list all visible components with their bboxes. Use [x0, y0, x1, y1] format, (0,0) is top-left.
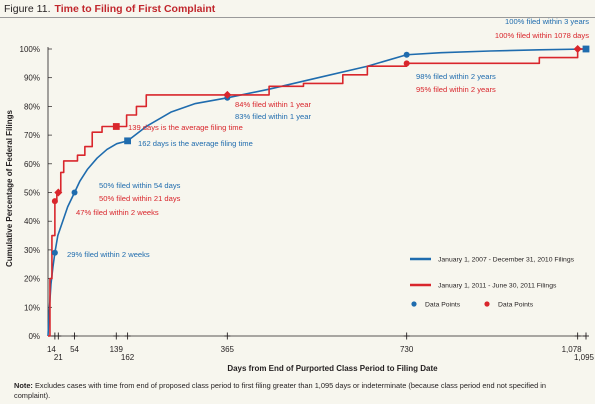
y-tick-label: 90% [24, 74, 40, 83]
title-divider [0, 17, 595, 18]
x-tick-label: 139 [110, 345, 124, 354]
y-tick-label: 50% [24, 189, 40, 198]
x-tick-label: 162 [121, 353, 135, 362]
annotation-label: 50% filed within 21 days [99, 194, 181, 203]
data-point [71, 189, 78, 196]
y-tick-label: 80% [24, 102, 40, 111]
annotation-label: 100% filed within 1078 days [495, 31, 589, 40]
annotations: 100% filed within 3 years 100% filed with… [67, 17, 589, 259]
x-axis-title: Days from End of Purported Class Period … [227, 364, 438, 373]
y-tick-label: 10% [24, 303, 40, 312]
x-tick-label: 14 [47, 345, 56, 354]
x-tick-label: 1,078 [562, 345, 583, 354]
data-point [54, 188, 63, 197]
annotation-label: 50% filed within 54 days [99, 181, 181, 190]
annotation-label: 100% filed within 3 years [505, 17, 589, 26]
data-point [223, 90, 232, 99]
x-tick-label: 730 [400, 345, 414, 354]
annotation-label: 84% filed within 1 year [235, 100, 311, 109]
annotation-label: 162 days is the average filing time [138, 139, 253, 148]
y-tick-label: 100% [20, 45, 40, 54]
legend: January 1, 2007 - December 31, 2010 Fili… [410, 257, 575, 309]
series-lines [47, 48, 587, 337]
x-tick-label: 365 [221, 345, 235, 354]
annotation-label: 29% filed within 2 weeks [67, 250, 150, 259]
data-point [51, 198, 58, 205]
legend-label: Data Points [498, 302, 534, 309]
figure-title: Figure 11. Time to Filing of First Compla… [4, 3, 215, 15]
annotation-label: 83% filed within 1 year [235, 112, 311, 121]
data-point [403, 51, 410, 58]
y-tick-label: 60% [24, 160, 40, 169]
data-point [112, 123, 120, 130]
y-tick-label: 40% [24, 217, 40, 226]
data-point [582, 45, 590, 53]
x-tick-label: 54 [70, 345, 79, 354]
legend-label: Data Points [425, 302, 461, 309]
data-point [124, 137, 131, 145]
y-tick-label: 0% [28, 332, 40, 341]
footnote-prefix: Note: [14, 381, 33, 390]
data-point [51, 249, 58, 256]
legend-swatch [484, 301, 490, 307]
legend-label: January 1, 2011 - June 30, 2011 Filings [438, 283, 557, 290]
footnote-text: Excludes cases with time from end of pro… [14, 381, 547, 400]
legend-swatch [411, 301, 417, 307]
annotation-label: 95% filed within 2 years [416, 85, 496, 94]
series-line-1 [48, 48, 586, 337]
annotation-label: 98% filed within 2 years [416, 72, 496, 81]
x-tick-label: 1,095 [574, 353, 595, 362]
data-point [573, 45, 582, 53]
figure-label: Figure 11. [4, 3, 51, 15]
y-axis-title: Cumulative Percentage of Federal Filings [5, 109, 14, 266]
data-points [51, 45, 590, 256]
series-line-0 [47, 48, 587, 337]
annotation-label: 47% filed within 2 weeks [76, 208, 159, 217]
footnote: Note: Excludes cases with time from end … [14, 381, 584, 400]
data-point [403, 60, 410, 67]
chart-title: Time to Filing of First Complaint [54, 3, 216, 15]
legend-label: January 1, 2007 - December 31, 2010 Fili… [438, 257, 575, 264]
annotation-label: 139 days is the average filing time [128, 123, 243, 132]
x-tick-label: 21 [54, 353, 63, 362]
y-tick-label: 70% [24, 131, 40, 140]
y-tick-label: 20% [24, 275, 40, 284]
y-tick-label: 30% [24, 246, 40, 255]
